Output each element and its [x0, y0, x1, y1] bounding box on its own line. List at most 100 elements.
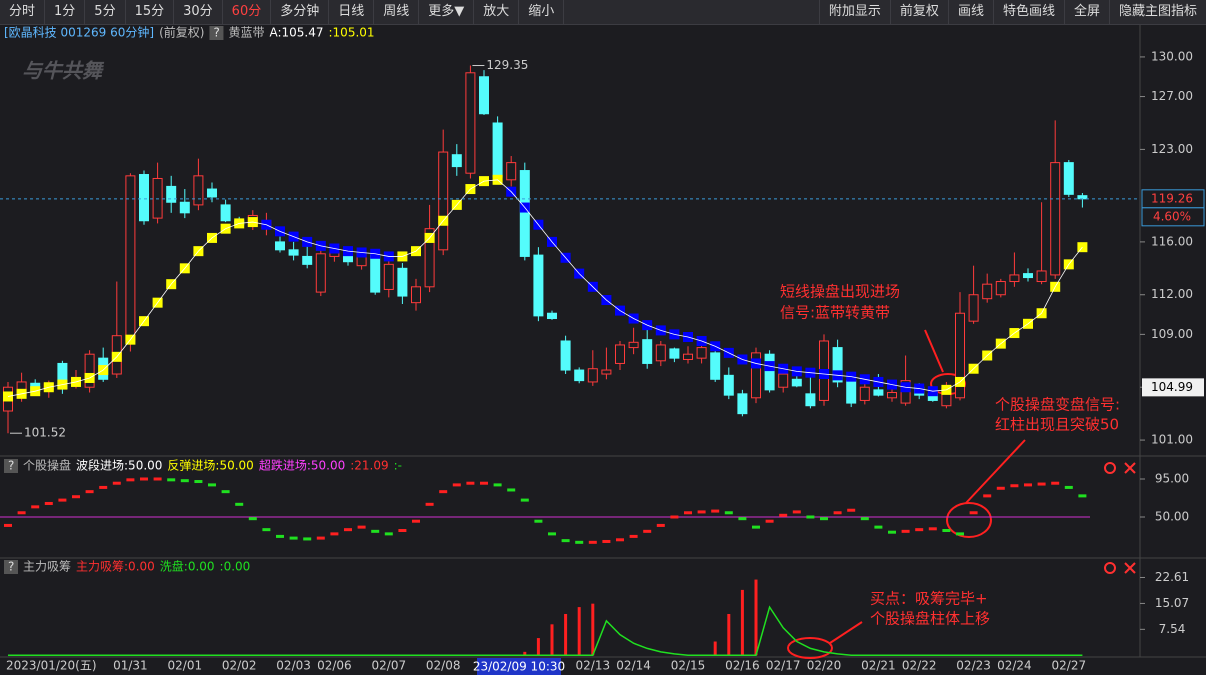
dash — [765, 519, 774, 523]
toolbar-button[interactable]: 更多▼ — [419, 0, 475, 24]
dash — [221, 490, 230, 494]
candle-body — [465, 72, 476, 174]
toolbar-button[interactable]: 前复权 — [889, 0, 948, 24]
legend-text: 主力吸筹:0.00 — [76, 560, 155, 574]
dash — [561, 539, 570, 543]
dash — [548, 532, 556, 536]
dash — [616, 538, 624, 542]
candle-body — [737, 393, 748, 415]
dash — [792, 510, 801, 514]
panel-icons — [1104, 462, 1136, 574]
dash — [602, 539, 611, 543]
y-tick-label: 109.00 — [1151, 327, 1193, 341]
candle-body — [424, 228, 435, 288]
bar — [754, 579, 758, 656]
toolbar-button[interactable]: 隐藏主图指标 — [1108, 0, 1206, 24]
cursor-label-bg — [477, 658, 561, 675]
dash — [99, 485, 108, 489]
candle-body — [1050, 162, 1061, 276]
toolbar-button[interactable]: 缩小 — [519, 0, 565, 24]
bar — [564, 613, 568, 656]
toolbar-button[interactable]: 15分 — [126, 0, 175, 24]
dash — [697, 510, 706, 514]
toolbar-button[interactable]: 画线 — [947, 0, 993, 24]
dash — [1051, 481, 1060, 485]
dash — [684, 511, 692, 515]
candle-body — [547, 312, 557, 320]
legend-text: [欧晶科技 001269 60分钟] — [4, 25, 154, 40]
dash — [412, 519, 420, 523]
candle-body — [519, 170, 530, 257]
y-tick-label: 116.00 — [1151, 234, 1193, 248]
toolbar-button[interactable]: 60分 — [223, 0, 272, 24]
candle-body — [438, 151, 449, 251]
dash — [1024, 483, 1032, 487]
dash — [357, 525, 366, 529]
dash — [262, 528, 271, 532]
dash — [72, 495, 80, 499]
legend-text: 个股操盘 — [23, 458, 71, 473]
toolbar-button[interactable]: 30分 — [174, 0, 223, 24]
candle-body — [710, 352, 721, 380]
dash — [493, 483, 502, 487]
legend-text: :- — [394, 459, 402, 473]
dash — [316, 536, 325, 540]
toolbar-button[interactable]: 放大 — [474, 0, 520, 24]
toolbar-button[interactable]: 5分 — [85, 0, 126, 24]
toolbar-right: 附加显示 前复权 画线 特色画线 全屏 隐藏主图指标 — [818, 0, 1206, 24]
dash — [575, 540, 584, 544]
candle-body — [791, 378, 802, 387]
min-label: 101.52 — [24, 426, 66, 440]
toolbar-button[interactable]: 多分钟 — [271, 0, 330, 24]
toolbar-button[interactable]: 周线 — [374, 0, 420, 24]
x-tick-label: 02/06 — [317, 659, 352, 673]
candle-body — [955, 312, 965, 399]
candle-body — [451, 154, 462, 168]
candle-body — [302, 255, 313, 265]
x-tick-label: 02/16 — [725, 659, 760, 673]
dash — [466, 481, 475, 485]
line — [8, 605, 1083, 657]
toolbar-button[interactable]: 日线 — [329, 0, 375, 24]
legend-text: 洗盘:0.00 — [160, 559, 215, 574]
dash — [153, 477, 162, 481]
toolbar-button[interactable]: 全屏 — [1063, 0, 1109, 24]
x-tick-label: 02/01 — [168, 659, 203, 673]
dash — [711, 509, 720, 513]
dash — [779, 513, 788, 517]
toolbar-button[interactable]: 分时 — [0, 0, 46, 24]
legend-text: ? — [213, 26, 219, 40]
candle-body — [982, 283, 993, 300]
candle-body — [642, 339, 653, 364]
dash — [983, 494, 992, 498]
candle-body — [506, 162, 517, 181]
candle-body — [220, 204, 231, 222]
candle-body — [288, 249, 299, 256]
toolbar-button[interactable]: 附加显示 — [818, 0, 890, 24]
candle-body — [601, 369, 612, 375]
dash — [806, 515, 815, 519]
dash — [371, 529, 380, 533]
dash — [330, 532, 339, 536]
dash — [31, 505, 40, 509]
bar — [523, 651, 527, 656]
y-tick-label: 130.00 — [1151, 49, 1193, 63]
candle-body — [207, 188, 217, 198]
cursor-label: 23/02/09 10:30 — [473, 660, 565, 674]
x-tick-label: 02/27 — [1052, 659, 1087, 673]
dash — [480, 481, 488, 485]
dash — [248, 517, 257, 521]
dash — [534, 519, 543, 523]
y-tick-label: 127.00 — [1151, 89, 1193, 103]
dash — [180, 479, 189, 483]
dash — [860, 517, 869, 521]
toolbar-button[interactable]: 1分 — [45, 0, 86, 24]
toolbar-button[interactable]: 特色画线 — [992, 0, 1064, 24]
change: 4.60% — [1153, 209, 1191, 223]
x-tick-label: 02/08 — [426, 659, 461, 673]
dash — [915, 528, 924, 532]
dash — [17, 511, 26, 515]
candle-body — [125, 175, 136, 342]
y-tick-label: 101.00 — [1151, 433, 1193, 447]
